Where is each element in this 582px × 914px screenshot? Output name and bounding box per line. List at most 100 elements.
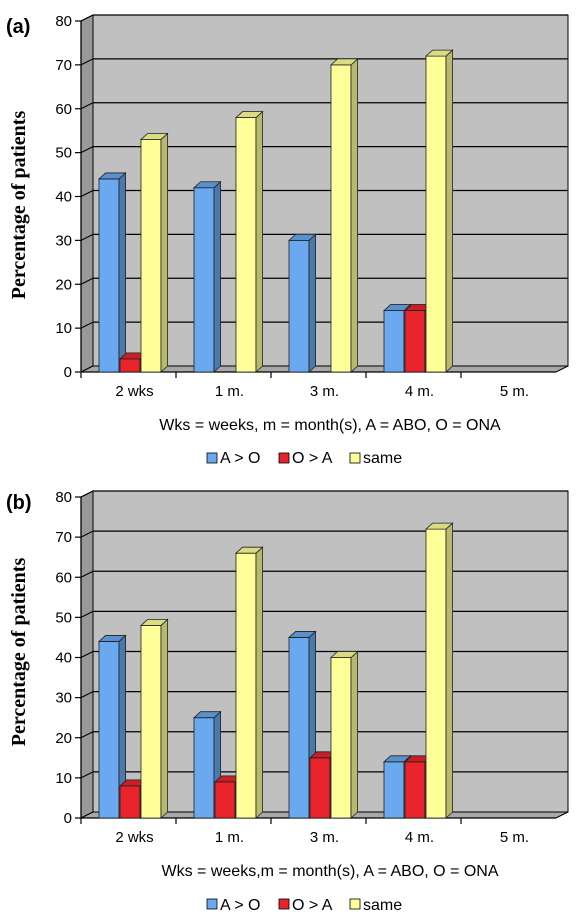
bar-front xyxy=(193,187,215,373)
bar-top xyxy=(192,181,222,189)
gridline-side xyxy=(80,321,94,329)
bar-front xyxy=(140,139,162,373)
bar-top xyxy=(139,133,169,140)
legend-swatch-same xyxy=(349,898,361,910)
legend-swatch-a-gt-o xyxy=(206,452,218,464)
x-tick-label: 4 m. xyxy=(405,383,434,400)
bar-top xyxy=(97,172,127,180)
bar-front xyxy=(140,625,162,819)
legend-swatch-o-gt-a xyxy=(278,898,290,910)
bar-side xyxy=(255,546,264,819)
y-tick-label: 40 xyxy=(55,189,72,206)
y-tick-label: 60 xyxy=(55,569,72,586)
bar-side xyxy=(160,618,169,819)
gridline-side xyxy=(80,58,94,66)
x-tick-label: 4 m. xyxy=(405,829,434,846)
y-axis-title: Percentage of patients xyxy=(8,111,30,300)
bar-side xyxy=(308,233,317,373)
x-tick-label: 2 wks xyxy=(115,383,153,400)
legend: A > O O > A same xyxy=(206,897,402,914)
gridline-side xyxy=(80,771,94,779)
bar-front xyxy=(330,64,352,373)
bar-a-gt-o xyxy=(97,634,127,819)
bar-same xyxy=(139,132,169,373)
bar-front xyxy=(404,310,426,373)
plot-area: 0 10 20 30 40 50 60 70 80 2 wks 1 m. 3 m. 4 m. 5 m. xyxy=(55,13,569,400)
y-tick-label: 50 xyxy=(55,609,72,626)
y-axis-title: Percentage of patients xyxy=(8,558,30,747)
gridline-side xyxy=(80,490,94,498)
bar-top xyxy=(287,631,317,638)
chart-b: 0 10 20 30 40 50 60 70 80 2 wks 1 m. 3 m. 4 m. 5 m. (… xyxy=(6,489,569,914)
gridline-side xyxy=(80,651,94,658)
gridline-side xyxy=(80,610,94,618)
legend-label-o-gt-a: O > A xyxy=(292,450,333,467)
bar-same xyxy=(234,546,264,819)
bar-front xyxy=(383,761,405,819)
bar-same xyxy=(424,522,454,819)
x-tick-label: 3 m. xyxy=(310,383,339,400)
bar-same xyxy=(234,110,264,373)
y-tick-label: 40 xyxy=(55,650,72,667)
y-tick-label: 10 xyxy=(55,770,72,787)
legend-swatch-same xyxy=(349,452,361,464)
y-tick-label: 30 xyxy=(55,232,72,249)
legend-label-same: same xyxy=(363,450,402,467)
bar-a-gt-o xyxy=(97,172,127,373)
bar-front xyxy=(119,358,141,373)
x-tick-label: 5 m. xyxy=(500,829,529,846)
legend-swatch-o-gt-a xyxy=(278,452,290,464)
bar-front xyxy=(309,757,331,819)
gridline-side xyxy=(80,102,94,110)
gridline-side xyxy=(80,691,94,699)
x-axis-note: Wks = weeks,m = month(s), A = ABO, O = O… xyxy=(162,863,499,880)
bar-front xyxy=(235,117,257,373)
bar-front xyxy=(404,761,426,819)
y-tick-label: 0 xyxy=(64,364,72,381)
legend-label-same: same xyxy=(363,897,402,914)
y-tick-label: 0 xyxy=(64,810,72,827)
bar-top xyxy=(234,546,264,554)
x-tick-label: 2 wks xyxy=(115,829,153,846)
bar-top xyxy=(234,111,264,118)
x-axis-note: Wks = weeks, m = month(s), A = ABO, O = … xyxy=(159,417,501,434)
gridline-side xyxy=(80,14,94,22)
x-tick-label: 1 m. xyxy=(215,383,244,400)
y-tick-label: 50 xyxy=(55,145,72,162)
bar-front xyxy=(98,641,120,819)
bar-front xyxy=(288,637,310,819)
bar-front xyxy=(235,552,257,819)
gridline-side xyxy=(80,233,94,241)
bar-top xyxy=(97,635,127,642)
x-tick-label: 3 m. xyxy=(310,829,339,846)
bar-top xyxy=(139,619,169,626)
bar-side xyxy=(255,110,264,373)
bar-side xyxy=(445,522,454,819)
y-tick-label: 80 xyxy=(55,489,72,506)
legend-label-a-gt-o: A > O xyxy=(220,897,260,914)
bar-top xyxy=(382,304,412,311)
x-tick-label: 5 m. xyxy=(500,383,529,400)
legend: A > O O > A same xyxy=(206,450,402,467)
bar-top xyxy=(424,522,454,530)
bar-front xyxy=(425,528,447,819)
bar-front xyxy=(119,785,141,819)
legend-swatch-a-gt-o xyxy=(206,898,218,910)
bar-same xyxy=(329,57,359,373)
gridline-side xyxy=(80,190,94,197)
y-tick-label: 80 xyxy=(55,13,72,30)
y-tick-label: 20 xyxy=(55,276,72,293)
y-tick-label: 70 xyxy=(55,57,72,74)
bar-front xyxy=(288,239,310,373)
bar-a-gt-o xyxy=(287,233,317,373)
bar-side xyxy=(350,57,359,373)
y-tick-label: 70 xyxy=(55,529,72,546)
gridline-side xyxy=(80,570,94,578)
bar-front xyxy=(214,781,236,819)
panel-label: (a) xyxy=(6,16,30,38)
plot-area: 0 10 20 30 40 50 60 70 80 2 wks 1 m. 3 m. 4 m. 5 m. xyxy=(55,489,569,846)
bar-top xyxy=(287,233,317,241)
y-tick-label: 20 xyxy=(55,730,72,747)
gridline-side xyxy=(80,731,94,739)
